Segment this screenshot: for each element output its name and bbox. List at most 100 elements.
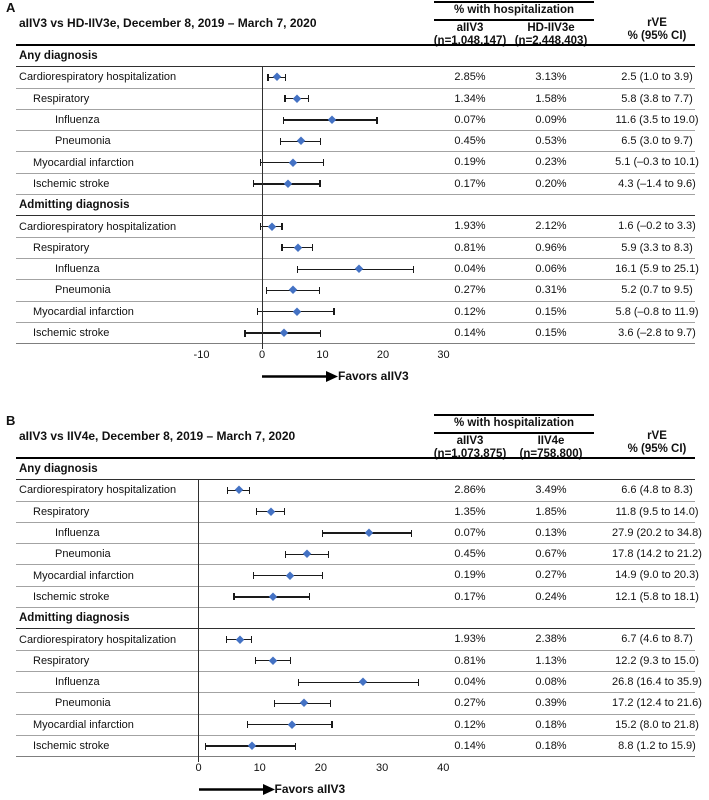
column-header-aiiv3: aIIV3 (n=1,048,147) (415, 22, 525, 48)
row-label: Influenza (55, 263, 100, 276)
row-label: Pneumonia (55, 284, 111, 297)
pct-aiiv3-cell: 0.12% (454, 305, 486, 318)
pct-aiiv3-cell: 0.07% (454, 113, 486, 126)
row-label: Influenza (55, 114, 100, 127)
hospitalization-header-overline (434, 1, 594, 3)
table-row: Ischemic stroke 0.17% 0.24% 12.1 (5.8 to 18… (16, 587, 699, 609)
rve-cell: 5.8 (–0.8 to 11.9) (615, 305, 699, 318)
ci-cap (327, 550, 329, 558)
rve-cell: 5.1 (–0.3 to 10.1) (615, 156, 699, 169)
row-label: Ischemic stroke (33, 327, 110, 339)
table-row: Ischemic stroke 0.17% 0.20% 4.3 (–1.4 to 9.… (16, 174, 696, 196)
point-estimate-diamond (296, 136, 306, 146)
ci-cap (284, 95, 286, 103)
ci-cap (265, 286, 267, 294)
pct-comparator-cell: 1.58% (535, 92, 567, 105)
ci-cap (307, 95, 310, 103)
ci-cap (254, 657, 256, 665)
point-estimate-diamond (302, 549, 312, 559)
ci-cap (331, 721, 333, 729)
ci-cap (322, 572, 324, 580)
rve-cell: 12.2 (9.3 to 15.0) (615, 654, 699, 667)
panel-title: aIIV3 vs HD-IIV3e, December 8, 2019 – Ma… (19, 16, 317, 30)
row-label: Cardiorespiratory hospitalization (19, 633, 177, 646)
pct-aiiv3-cell: 1.93% (454, 633, 486, 646)
pct-aiiv3-cell: 0.14% (454, 326, 486, 339)
rve-cell: 6.5 (3.0 to 9.7) (621, 135, 693, 148)
ci-cap (267, 73, 269, 81)
ci-cap (248, 486, 250, 494)
column-name: HD-IIV3e (527, 22, 575, 34)
ci-cap (284, 550, 286, 558)
pct-aiiv3-cell: 0.45% (454, 548, 486, 561)
section-header-row: Any diagnosis (16, 46, 695, 68)
x-axis-tick-label: 30 (437, 349, 450, 362)
pct-comparator-cell: 0.67% (535, 548, 567, 561)
ci-cap (298, 678, 300, 686)
pct-comparator-cell: 0.23% (535, 156, 567, 169)
column-header-comparator: HD-IIV3e (n=2,448,403) (496, 22, 606, 48)
ci-cap (284, 73, 287, 81)
row-label: Cardiorespiratory hospitalization (19, 71, 177, 84)
panel-rows: Any diagnosis Cardiorespiratory hospitali… (16, 459, 702, 796)
rve-header-line2: % (95% CI) (627, 443, 687, 455)
table-row: Myocardial infarction 0.19% 0.27% 14.9 (9.0… (16, 565, 699, 587)
ci-cap (226, 636, 228, 644)
pct-comparator-cell: 0.18% (535, 718, 567, 731)
ci-cap (252, 180, 255, 188)
rve-cell: 6.7 (4.6 to 8.7) (621, 633, 693, 646)
rve-header-line1: rVE (647, 17, 667, 29)
rve-column-header: rVE % (95% CI) (602, 430, 709, 456)
pct-comparator-cell: 1.13% (535, 654, 567, 667)
column-name: aIIV3 (456, 435, 484, 447)
panel-rows: Any diagnosis Cardiorespiratory hospitali… (16, 46, 699, 383)
pct-aiiv3-cell: 0.17% (454, 590, 486, 603)
pct-comparator-cell: 0.15% (535, 326, 567, 339)
x-axis-tick-label: 30 (375, 762, 389, 775)
point-estimate-diamond (234, 634, 245, 645)
ci-cap (260, 223, 262, 231)
pct-comparator-cell: 0.20% (535, 177, 567, 190)
ci-cap (333, 308, 335, 316)
hospitalization-header-underline (434, 432, 594, 434)
point-estimate-diamond (283, 179, 293, 189)
row-label: Myocardial infarction (33, 569, 134, 582)
table-row: Pneumonia 0.27% 0.31% 5.2 (0.7 to 9.5) (16, 280, 695, 302)
table-row: Respiratory 1.35% 1.85% 11.8 (9.5 to 14.0) (16, 502, 698, 523)
row-label: Admitting diagnosis (19, 199, 130, 212)
pct-comparator-cell: 0.31% (535, 284, 567, 297)
pct-aiiv3-cell: 0.07% (454, 526, 486, 539)
ci-cap (227, 486, 229, 494)
row-label: Respiratory (33, 505, 90, 518)
rve-cell: 15.2 (8.0 to 21.8) (615, 718, 699, 731)
table-row: Cardiorespiratory hospitalization 2.86% 3.… (16, 480, 695, 502)
point-estimate-diamond (292, 307, 302, 317)
table-row: Respiratory 0.81% 0.96% 5.9 (3.3 to 8.3) (16, 238, 695, 259)
pct-comparator-cell: 0.13% (535, 526, 567, 539)
ci-cap (289, 657, 291, 665)
ci-cap (256, 308, 258, 316)
favors-label: Favors aIIV3 (338, 369, 409, 384)
pct-comparator-cell: 0.06% (535, 262, 567, 275)
panel-label: B (6, 413, 16, 428)
favors-label: Favors aIIV3 (274, 782, 346, 797)
rve-cell: 17.2 (12.4 to 21.6) (612, 697, 702, 710)
rve-cell: 12.1 (5.8 to 18.1) (615, 590, 699, 603)
table-row: Respiratory 0.81% 1.13% 12.2 (9.3 to 15.0) (16, 651, 699, 672)
table-row: Pneumonia 0.45% 0.53% 6.5 (3.0 to 9.7) (16, 131, 695, 153)
rve-cell: 11.6 (3.5 to 19.0) (615, 113, 699, 126)
pct-comparator-cell: 3.13% (535, 71, 567, 84)
point-estimate-diamond (266, 507, 276, 517)
row-label: Myocardial infarction (33, 156, 134, 169)
point-estimate-diamond (286, 720, 297, 730)
point-estimate-diamond (268, 592, 278, 602)
pct-aiiv3-cell: 0.27% (454, 284, 486, 297)
point-estimate-diamond (357, 677, 368, 687)
pct-aiiv3-cell: 0.04% (454, 675, 486, 688)
table-row: Cardiorespiratory hospitalization 2.85% 3.… (16, 67, 695, 89)
rve-header-line1: rVE (647, 430, 667, 442)
rve-cell: 3.6 (–2.8 to 9.7) (618, 326, 696, 339)
point-estimate-diamond (267, 221, 277, 232)
ci-cap (417, 678, 419, 686)
ci-cap (322, 159, 324, 167)
